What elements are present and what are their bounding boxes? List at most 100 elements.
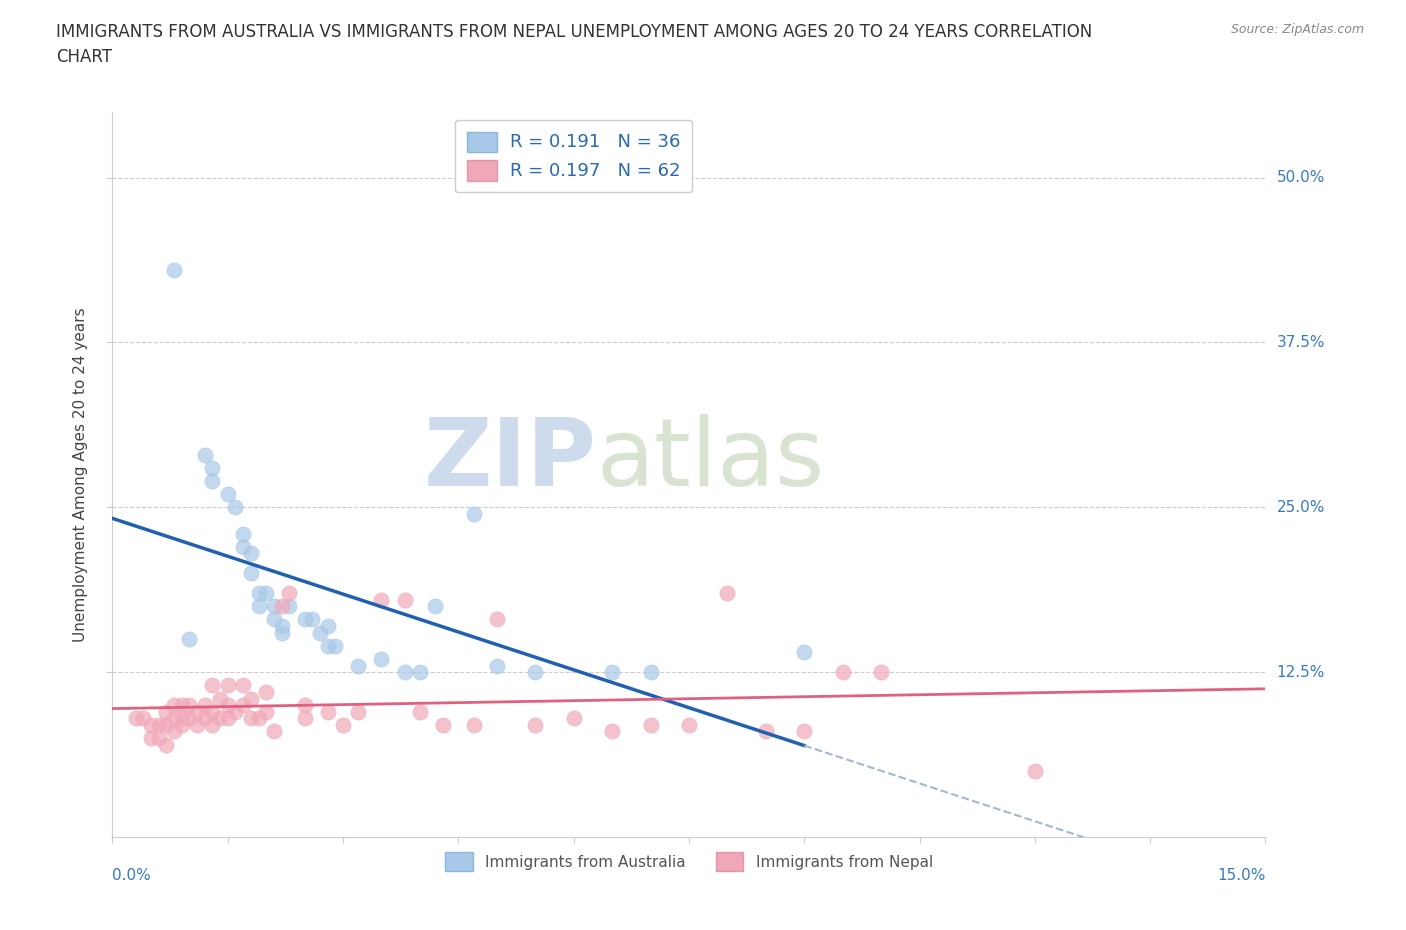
Point [247, 711, 270, 725]
Point [485, 612, 508, 627]
Point [239, 565, 262, 580]
Point [209, 691, 232, 706]
Point [1024, 764, 1046, 778]
Point [148, 731, 170, 746]
Point [294, 612, 316, 627]
Text: 15.0%: 15.0% [1218, 868, 1265, 883]
Point [194, 698, 217, 712]
Point [332, 717, 354, 732]
Point [209, 711, 232, 725]
Y-axis label: Unemployment Among Ages 20 to 24 years: Unemployment Among Ages 20 to 24 years [73, 307, 89, 642]
Point [463, 507, 485, 522]
Point [640, 717, 662, 732]
Point [270, 618, 292, 633]
Point [793, 644, 815, 659]
Point [755, 724, 778, 739]
Point [463, 717, 485, 732]
Point [600, 665, 623, 680]
Point [155, 717, 177, 732]
Point [485, 658, 508, 673]
Text: atlas: atlas [596, 414, 825, 506]
Point [425, 599, 447, 614]
Point [217, 678, 239, 693]
Point [201, 717, 224, 732]
Point [309, 625, 332, 640]
Point [600, 724, 623, 739]
Point [201, 678, 224, 693]
Point [179, 698, 201, 712]
Point [163, 711, 186, 725]
Point [409, 704, 432, 719]
Point [524, 717, 547, 732]
Point [524, 665, 547, 680]
Point [394, 592, 416, 607]
Point [179, 711, 201, 725]
Point [254, 704, 277, 719]
Point [170, 717, 193, 732]
Point [263, 612, 285, 627]
Text: 37.5%: 37.5% [1277, 335, 1324, 350]
Point [124, 711, 146, 725]
Point [170, 698, 193, 712]
Point [432, 717, 454, 732]
Point [640, 665, 662, 680]
Text: 0.0%: 0.0% [112, 868, 152, 883]
Point [139, 717, 162, 732]
Point [217, 698, 239, 712]
Point [562, 711, 585, 725]
Point [239, 691, 262, 706]
Point [870, 665, 893, 680]
Point [186, 704, 208, 719]
Point [294, 711, 316, 725]
Point [139, 731, 162, 746]
Point [316, 704, 339, 719]
Point [270, 599, 292, 614]
Point [316, 638, 339, 653]
Point [254, 684, 277, 699]
Point [217, 486, 239, 501]
Point [232, 678, 254, 693]
Text: 50.0%: 50.0% [1277, 170, 1324, 185]
Point [278, 586, 301, 601]
Point [132, 711, 155, 725]
Point [201, 460, 224, 475]
Point [270, 625, 292, 640]
Point [170, 711, 193, 725]
Point [370, 592, 392, 607]
Point [148, 717, 170, 732]
Point [278, 599, 301, 614]
Point [347, 704, 370, 719]
Point [232, 526, 254, 541]
Point [831, 665, 853, 680]
Point [793, 724, 815, 739]
Point [347, 658, 370, 673]
Point [163, 724, 186, 739]
Text: IMMIGRANTS FROM AUSTRALIA VS IMMIGRANTS FROM NEPAL UNEMPLOYMENT AMONG AGES 20 TO: IMMIGRANTS FROM AUSTRALIA VS IMMIGRANTS … [56, 23, 1092, 66]
Point [301, 612, 323, 627]
Point [194, 711, 217, 725]
Point [186, 717, 208, 732]
Point [325, 638, 347, 653]
Point [678, 717, 700, 732]
Point [294, 698, 316, 712]
Text: Source: ZipAtlas.com: Source: ZipAtlas.com [1230, 23, 1364, 36]
Point [224, 704, 246, 719]
Point [232, 539, 254, 554]
Point [247, 586, 270, 601]
Point [179, 631, 201, 646]
Text: 12.5%: 12.5% [1277, 665, 1324, 680]
Point [370, 652, 392, 667]
Point [201, 704, 224, 719]
Text: ZIP: ZIP [423, 414, 596, 506]
Point [239, 546, 262, 561]
Point [194, 447, 217, 462]
Point [247, 599, 270, 614]
Point [254, 586, 277, 601]
Point [263, 724, 285, 739]
Point [163, 262, 186, 277]
Point [316, 618, 339, 633]
Point [155, 737, 177, 752]
Point [239, 711, 262, 725]
Point [163, 698, 186, 712]
Point [394, 665, 416, 680]
